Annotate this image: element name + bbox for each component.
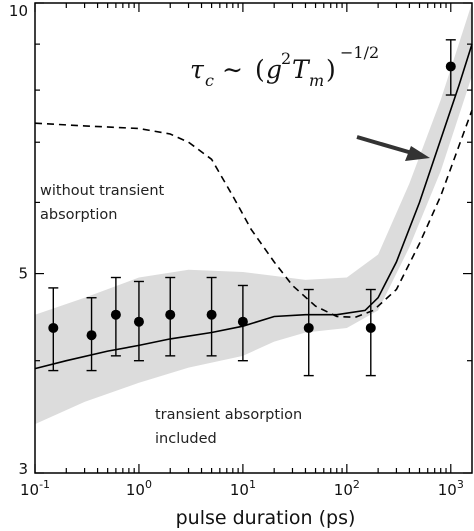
point-marker (110, 309, 121, 320)
data-points (48, 39, 456, 377)
formula-rparen: ) (326, 55, 336, 84)
data-point (165, 276, 176, 357)
data-point (303, 288, 314, 377)
data-point (445, 39, 456, 96)
curves (34, 43, 473, 370)
point-marker (48, 322, 59, 333)
point-marker (237, 316, 248, 327)
arrow (356, 135, 430, 161)
x-tick-label: 100 (126, 478, 152, 499)
data-point (133, 280, 144, 362)
point-marker (86, 330, 97, 341)
data-point (237, 284, 248, 362)
point-marker (206, 309, 217, 320)
formula-sub-c: c (205, 71, 214, 90)
formula: τ c ∼ ( g 2 T m ) −1/2 (190, 43, 379, 90)
data-point (365, 288, 376, 377)
formula-g: g (266, 55, 282, 84)
formula-T: T (292, 55, 311, 84)
point-marker (165, 309, 176, 320)
point-marker (133, 316, 144, 327)
annotation-without-line1: without transient (40, 183, 165, 199)
formula-exp2: 2 (281, 49, 291, 68)
point-marker (365, 322, 376, 333)
point-marker (445, 61, 456, 72)
formula-exponent: −1/2 (340, 43, 379, 62)
axes: 10-1 100 101 102 103 3 5 10 pulse duration (ps) (9, 2, 473, 529)
formula-sub-m: m (309, 71, 324, 90)
solid-curve (34, 43, 473, 370)
formula-lparen: ( (255, 55, 265, 84)
data-point (110, 276, 121, 357)
x-tick-label: 103 (438, 478, 464, 499)
annotation-with-line1: transient absorption (155, 407, 302, 423)
band-area (35, 3, 472, 425)
annotations: without transient absorption transient a… (40, 43, 430, 447)
arrow-head (405, 146, 430, 161)
x-axis-title: pulse duration (ps) (176, 507, 356, 529)
annotation-without-line2: absorption (40, 207, 117, 223)
x-tick-label: 10-1 (20, 478, 50, 499)
y-tick-label: 5 (18, 265, 28, 283)
point-marker (303, 322, 314, 333)
y-tick-label: 10 (9, 2, 28, 20)
uncertainty-band (35, 3, 472, 425)
formula-tau: τ (190, 55, 205, 84)
data-point (86, 297, 97, 372)
formula-sim: ∼ (222, 55, 243, 84)
y-tick-label: 3 (18, 460, 28, 478)
x-tick-label: 101 (230, 478, 256, 499)
x-tick-label: 102 (334, 478, 360, 499)
data-point (206, 276, 217, 357)
data-point (48, 287, 59, 372)
annotation-with-line2: included (155, 431, 217, 447)
arrow-shaft (356, 135, 413, 155)
plot-frame (34, 2, 473, 474)
